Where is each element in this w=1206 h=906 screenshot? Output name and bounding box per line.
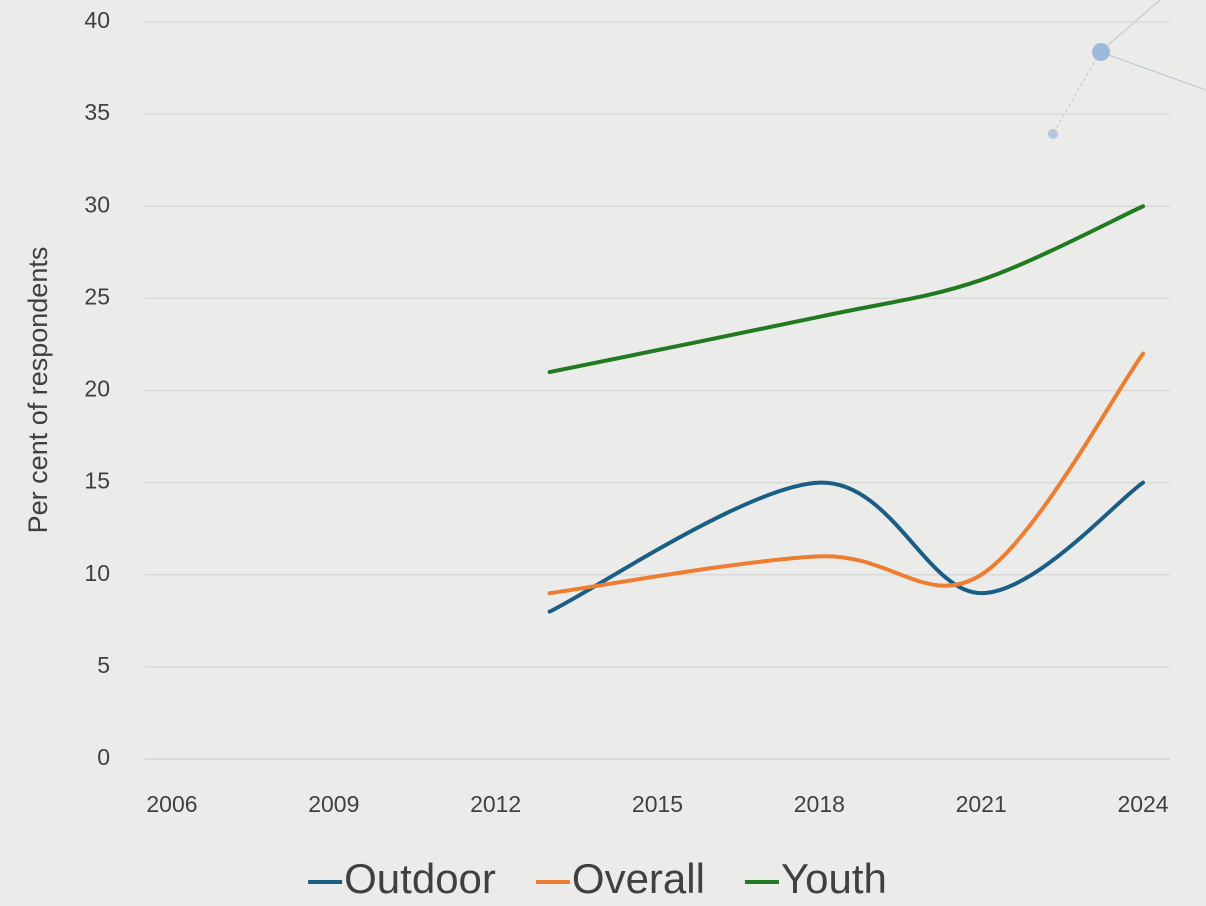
x-tick-label: 2018 xyxy=(794,791,845,817)
x-tick-label: 2006 xyxy=(146,791,197,817)
legend-label: Outdoor xyxy=(344,855,496,902)
y-tick-label: 25 xyxy=(84,283,110,309)
x-tick-label: 2009 xyxy=(308,791,359,817)
y-tick-label: 5 xyxy=(97,652,110,678)
x-tick-label: 2021 xyxy=(956,791,1007,817)
y-tick-label: 30 xyxy=(84,191,110,217)
y-tick-label: 15 xyxy=(84,468,110,494)
series-line xyxy=(547,480,1146,614)
legend-label: Youth xyxy=(781,855,887,902)
y-tick-label: 35 xyxy=(84,99,110,125)
series-line xyxy=(547,351,1146,596)
y-tick-label: 40 xyxy=(84,7,110,33)
x-tick-label: 2012 xyxy=(470,791,521,817)
y-tick-label: 10 xyxy=(84,560,110,586)
x-tick-label: 2015 xyxy=(632,791,683,817)
decoration xyxy=(1048,0,1206,139)
y-tick-label: 20 xyxy=(84,376,110,402)
series-line xyxy=(547,204,1146,375)
y-tick-label: 0 xyxy=(97,744,110,770)
x-tick-label: 2024 xyxy=(1117,791,1168,817)
legend-label: Overall xyxy=(572,855,705,902)
y-axis-title: Per cent of respondents xyxy=(23,247,53,534)
legend: Outdoor Overall Youth xyxy=(308,855,887,902)
